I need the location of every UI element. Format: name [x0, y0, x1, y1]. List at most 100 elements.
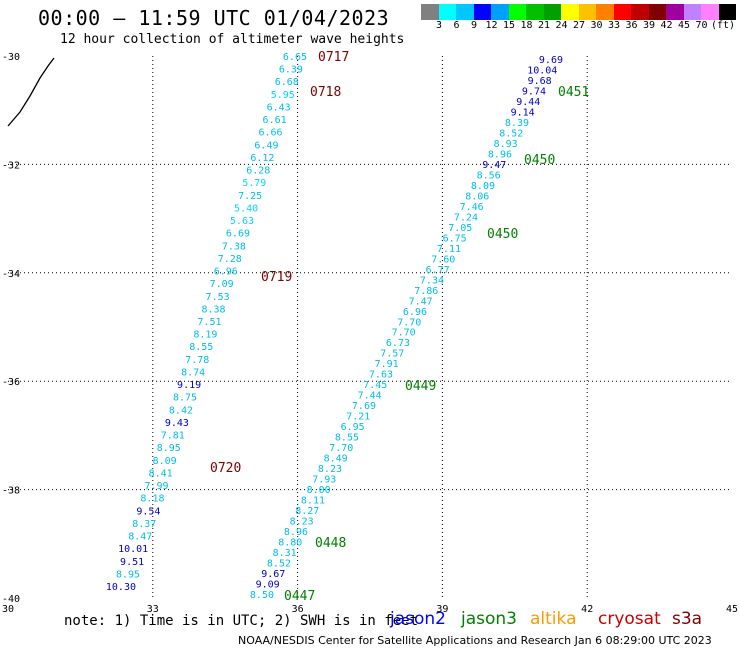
swh-value: 6.61: [263, 115, 287, 126]
scale-swatch: [613, 4, 631, 20]
swh-value: 5.40: [234, 203, 258, 214]
scale-swatch: [508, 4, 526, 20]
scale-swatch: [491, 4, 509, 20]
scale-swatch: [683, 4, 701, 20]
scale-label: 39: [642, 20, 656, 31]
scale-swatch: [578, 4, 596, 20]
legend-cryosat: cryosat: [598, 609, 661, 629]
swh-value: 7.70: [329, 443, 353, 454]
swh-value: 7.11: [437, 244, 461, 255]
swh-value: 9.43: [165, 418, 189, 429]
scale-label: 70: [695, 20, 708, 31]
legend-jason3: jason3: [461, 609, 517, 629]
swh-value: 6.68: [275, 77, 299, 88]
pass-time-label: 0450: [487, 227, 518, 242]
swh-value: 6.77: [426, 265, 450, 276]
swh-value: 9.14: [511, 107, 535, 118]
swh-value: 8.49: [324, 454, 348, 465]
swh-value: 6.96: [214, 267, 238, 278]
swh-value: 9.67: [261, 569, 285, 580]
scale-swatch: [718, 4, 736, 20]
swh-value: 5.95: [271, 90, 295, 101]
pass-time-label: 0451: [558, 85, 589, 100]
swh-value: 7.21: [346, 412, 370, 423]
lon-label: 30: [2, 604, 14, 615]
swh-value: 8.74: [181, 367, 205, 378]
swh-value: 8.96: [284, 527, 308, 538]
swh-value: 8.55: [189, 342, 213, 353]
swh-value: 10.04: [527, 65, 557, 76]
swh-value: 7.38: [222, 241, 246, 252]
swh-value: 10.01: [118, 544, 148, 555]
swh-value: 7.81: [161, 431, 185, 442]
scale-swatch: [666, 4, 684, 20]
lat-label: -40: [2, 594, 20, 605]
swh-value: 6.43: [267, 102, 291, 113]
scale-swatch: [596, 4, 614, 20]
note-text: note: 1) Time is in UTC; 2) SWH is in fe…: [64, 613, 419, 629]
scale-label: 27: [572, 20, 586, 31]
swh-value: 8.56: [477, 170, 501, 181]
swh-value: 8.38: [201, 304, 225, 315]
swh-value: 7.51: [197, 317, 221, 328]
pass-time-label: 0449: [405, 379, 436, 394]
scale-label: 42: [660, 20, 673, 31]
legend-s3a: s3a: [672, 609, 703, 629]
swh-value: 6.66: [258, 128, 282, 139]
swh-value: 7.46: [460, 202, 484, 213]
swh-value: 8.52: [267, 559, 291, 570]
pass-time-label: 0448: [315, 536, 346, 551]
scale-label: 45: [677, 20, 691, 31]
pass-time-label: 0450: [524, 153, 555, 168]
swh-value: 7.25: [238, 191, 262, 202]
swh-value: 7.09: [210, 279, 234, 290]
scale-label: 33: [607, 20, 621, 31]
swh-value: 8.95: [116, 569, 140, 580]
swh-value: 6.39: [279, 65, 303, 76]
swh-value: 8.95: [157, 443, 181, 454]
swh-value: 6.65: [283, 52, 307, 63]
swh-value: 5.63: [230, 216, 254, 227]
swh-value: 8.96: [488, 149, 512, 160]
swh-value: 7.28: [218, 254, 242, 265]
swh-value: 7.44: [358, 391, 382, 402]
swh-value: 8.50: [250, 590, 274, 601]
swh-value: 6.95: [341, 422, 365, 433]
swh-value: 8.06: [465, 191, 489, 202]
swh-value: 9.74: [522, 86, 546, 97]
color-scale-bar: [421, 4, 736, 20]
swh-value: 7.93: [312, 475, 336, 486]
grid-lines: [8, 56, 732, 598]
swh-value: 6.73: [386, 338, 410, 349]
lon-label: 42: [581, 604, 593, 615]
scale-unit: (ft): [711, 20, 736, 31]
swh-value: 8.09: [153, 456, 177, 467]
scale-swatch: [421, 4, 439, 20]
swh-value: 8.42: [169, 405, 193, 416]
swh-value: 7.78: [185, 355, 209, 366]
swh-value: 7.47: [409, 296, 433, 307]
lon-label: 33: [147, 604, 159, 615]
swh-value: 8.37: [132, 519, 156, 530]
scale-swatch: [701, 4, 719, 20]
swh-value: 8.39: [505, 118, 529, 129]
swh-value: 8.52: [499, 128, 523, 139]
lat-label: -34: [2, 269, 20, 280]
swh-value: 9.69: [539, 55, 563, 66]
swh-value: 7.63: [369, 370, 393, 381]
swh-value: 8.18: [140, 494, 164, 505]
swh-value: 6.75: [443, 233, 467, 244]
swh-value: 6.96: [403, 307, 427, 318]
swh-value: 6.49: [254, 140, 278, 151]
swh-value: 9.47: [482, 160, 506, 171]
swh-value: 8.23: [318, 464, 342, 475]
swh-value: 8.80: [278, 538, 302, 549]
swh-value: 9.68: [528, 76, 552, 87]
pass-time-label: 0447: [284, 589, 315, 604]
map-title: 00:00 – 11:59 UTC 01/04/2023: [38, 6, 390, 30]
swh-value: 9.19: [177, 380, 201, 391]
swh-value: 6.28: [246, 166, 270, 177]
swh-value: 6.12: [250, 153, 274, 164]
footer-credit: NOAA/NESDIS Center for Satellite Applica…: [238, 634, 712, 647]
